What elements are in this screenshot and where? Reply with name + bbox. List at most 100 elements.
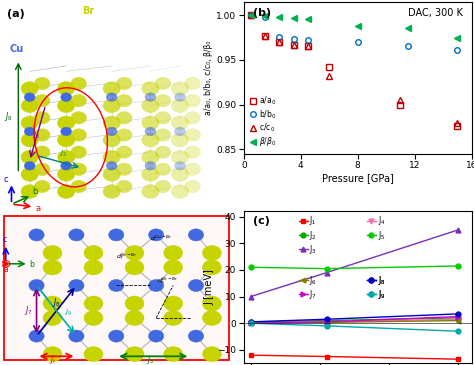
Circle shape	[84, 296, 103, 311]
Circle shape	[57, 99, 75, 112]
Circle shape	[155, 112, 171, 124]
Circle shape	[172, 133, 189, 147]
Circle shape	[106, 161, 117, 170]
Circle shape	[71, 146, 86, 158]
Circle shape	[103, 150, 120, 164]
Circle shape	[71, 112, 86, 124]
Circle shape	[35, 163, 50, 176]
Circle shape	[4, 262, 8, 265]
Circle shape	[185, 146, 201, 158]
Circle shape	[35, 129, 50, 141]
Circle shape	[202, 311, 221, 326]
Circle shape	[148, 280, 164, 292]
Text: DAC, 300 K: DAC, 300 K	[408, 8, 463, 18]
Circle shape	[155, 77, 171, 90]
Text: (c): (c)	[253, 216, 270, 226]
Circle shape	[164, 245, 183, 261]
Circle shape	[21, 168, 38, 181]
Circle shape	[142, 150, 159, 164]
Circle shape	[164, 296, 183, 311]
Circle shape	[174, 127, 185, 136]
Text: $J_9$: $J_9$	[64, 307, 72, 318]
Circle shape	[185, 180, 201, 193]
Circle shape	[109, 229, 124, 241]
Circle shape	[155, 95, 171, 107]
Circle shape	[174, 161, 185, 170]
Circle shape	[172, 185, 189, 199]
Circle shape	[202, 347, 221, 362]
Text: $J_7$: $J_7$	[24, 304, 33, 317]
Circle shape	[21, 150, 38, 164]
Circle shape	[61, 161, 72, 170]
Circle shape	[106, 127, 117, 136]
Circle shape	[43, 347, 62, 362]
Text: b: b	[30, 260, 35, 269]
Circle shape	[164, 347, 183, 362]
Circle shape	[148, 330, 164, 342]
Circle shape	[71, 129, 86, 141]
Circle shape	[185, 77, 201, 90]
Circle shape	[185, 95, 201, 107]
Circle shape	[21, 99, 38, 112]
Circle shape	[106, 93, 117, 101]
Text: Cu: Cu	[9, 45, 23, 54]
Circle shape	[43, 296, 62, 311]
Circle shape	[155, 146, 171, 158]
Circle shape	[125, 260, 144, 275]
Circle shape	[164, 311, 183, 326]
Circle shape	[71, 77, 86, 90]
Text: $J_2$: $J_2$	[59, 149, 67, 159]
Circle shape	[117, 146, 132, 158]
Circle shape	[69, 229, 84, 241]
Circle shape	[185, 112, 201, 124]
Circle shape	[142, 185, 159, 199]
Circle shape	[172, 82, 189, 95]
Circle shape	[172, 168, 189, 181]
Circle shape	[24, 161, 35, 170]
Circle shape	[103, 185, 120, 199]
Text: $d^{Br-Br}_5$: $d^{Br-Br}_5$	[157, 275, 179, 285]
Circle shape	[21, 133, 38, 147]
Circle shape	[117, 112, 132, 124]
Circle shape	[188, 280, 204, 292]
Y-axis label: J [meV]: J [meV]	[204, 269, 214, 305]
Circle shape	[117, 95, 132, 107]
Circle shape	[57, 168, 75, 181]
Circle shape	[172, 99, 189, 112]
Circle shape	[148, 229, 164, 241]
Circle shape	[21, 185, 38, 199]
Circle shape	[71, 163, 86, 176]
Circle shape	[172, 116, 189, 130]
Circle shape	[117, 129, 132, 141]
Circle shape	[155, 180, 171, 193]
Circle shape	[69, 330, 84, 342]
Circle shape	[61, 127, 72, 136]
Circle shape	[84, 245, 103, 261]
Circle shape	[117, 77, 132, 90]
Circle shape	[71, 180, 86, 193]
Circle shape	[43, 245, 62, 261]
Circle shape	[155, 163, 171, 176]
Circle shape	[71, 95, 86, 107]
Circle shape	[145, 127, 156, 136]
Text: $J_8$: $J_8$	[53, 296, 61, 310]
Circle shape	[103, 168, 120, 181]
Circle shape	[35, 77, 50, 90]
Circle shape	[109, 280, 124, 292]
Text: $J_8$: $J_8$	[3, 110, 12, 123]
Circle shape	[84, 347, 103, 362]
Circle shape	[29, 330, 44, 342]
Circle shape	[202, 245, 221, 261]
Y-axis label: a/a₀, b/b₀, c/c₀, β/β₀: a/a₀, b/b₀, c/c₀, β/β₀	[204, 41, 213, 115]
Circle shape	[202, 260, 221, 275]
Circle shape	[35, 95, 50, 107]
Circle shape	[142, 116, 159, 130]
Text: c: c	[3, 235, 7, 244]
Circle shape	[35, 180, 50, 193]
Text: $J_5$: $J_5$	[146, 353, 155, 365]
Text: (b): (b)	[253, 8, 271, 18]
Circle shape	[84, 311, 103, 326]
Circle shape	[185, 129, 201, 141]
Text: a: a	[36, 204, 40, 212]
Circle shape	[142, 82, 159, 95]
